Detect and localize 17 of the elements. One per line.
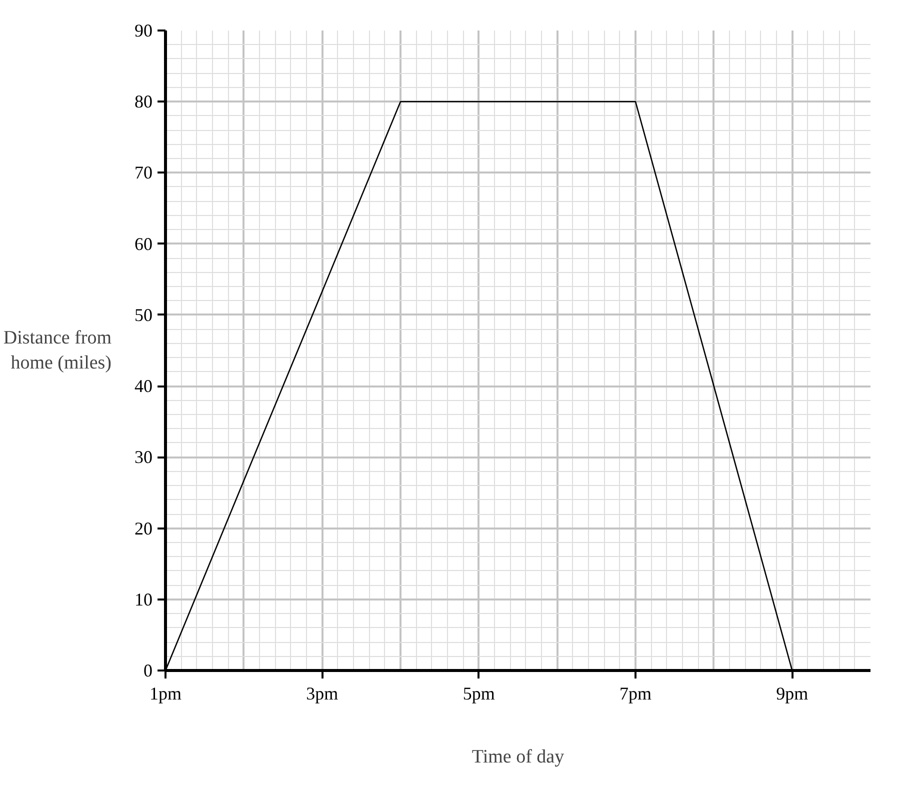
y-tick-label: 90 xyxy=(134,20,152,40)
y-tick-label: 40 xyxy=(134,376,152,396)
x-tick-label: 1pm xyxy=(150,684,182,704)
y-tick-label: 80 xyxy=(134,92,152,112)
x-tick-label: 7pm xyxy=(620,684,652,704)
x-tick-label: 3pm xyxy=(306,684,338,704)
y-tick-label: 70 xyxy=(134,162,152,183)
y-tick-label: 0 xyxy=(144,660,152,680)
y-tick-label: 50 xyxy=(134,304,152,325)
y-tick-label: 20 xyxy=(134,518,152,538)
x-tick-label: 9pm xyxy=(776,684,808,704)
y-tick-label: 60 xyxy=(134,234,152,254)
y-tick-label: 30 xyxy=(134,447,152,468)
y-tick-label: 10 xyxy=(134,589,152,610)
x-tick-label: 5pm xyxy=(462,684,495,704)
y-axis-title: Distance from home (miles) xyxy=(3,327,112,374)
x-axis-title: Time of day xyxy=(472,746,565,768)
